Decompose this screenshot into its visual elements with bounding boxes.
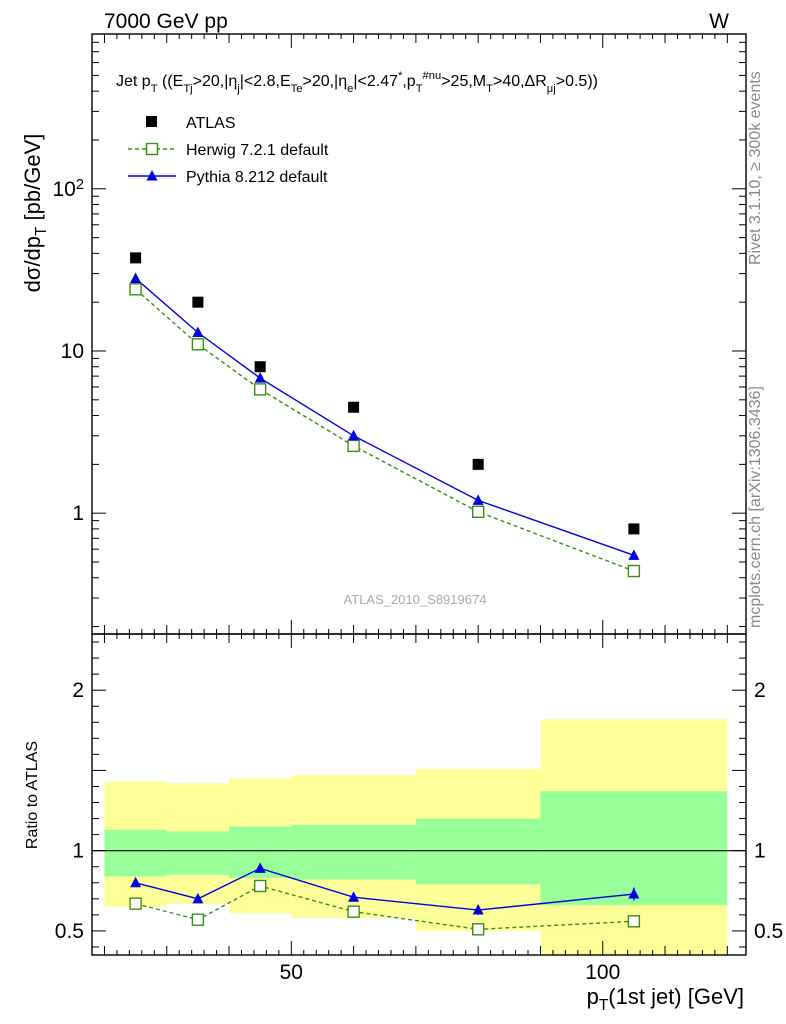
x-tick-label: 100 <box>585 961 620 984</box>
ratio-herwig-point <box>191 913 205 926</box>
herwig-point <box>191 338 205 351</box>
y-tick-label: 1 <box>72 502 84 525</box>
ratio-inner-band <box>415 818 541 885</box>
legend-herwig-label: Herwig 7.2.1 default <box>186 142 329 159</box>
atlas-point <box>348 401 360 413</box>
ratio-herwig-point <box>253 879 267 893</box>
ratio-frame <box>91 633 747 956</box>
atlas-point <box>254 361 266 373</box>
herwig-point <box>129 283 142 296</box>
plot-title: Jet pT ((ETj>20,|ηj|<2.8,ETe>20,|ηe|<2.4… <box>116 70 598 95</box>
atlas-point <box>628 523 640 535</box>
pythia-point <box>192 326 204 338</box>
atlas-point <box>472 458 484 470</box>
ratio-herwig-point <box>129 897 142 910</box>
y-tick-label: 102 <box>52 177 84 201</box>
axis-labels: Jet pT ((ETj>20,|ηj|<2.8,ETe>20,|ηe|<2.4… <box>20 70 744 1014</box>
atlas-point <box>130 252 142 264</box>
atlas-point <box>192 296 204 308</box>
x-axis-label: pT(1st jet) [GeV] <box>587 984 744 1014</box>
header-left: 7000 GeV pp <box>104 10 228 33</box>
herwig-point <box>347 439 360 453</box>
y-tick-label: 10 <box>61 340 84 363</box>
pythia-point <box>348 429 360 441</box>
ratio-herwig-line <box>135 885 634 931</box>
main-ylabel-group: dσ/dpT [pb/GeV] <box>20 134 50 293</box>
rivet-label: Rivet 3.1.10, ≥ 300k events <box>747 71 764 265</box>
pythia-point <box>472 494 484 505</box>
ratio-y-tick-label: 1 <box>72 840 84 863</box>
legend: ATLAS Herwig 7.2.1 default Pythia 8.212 de… <box>128 115 329 186</box>
herwig-point <box>627 564 641 578</box>
ratio-inner-band <box>104 829 167 877</box>
ratio-pythia-point <box>348 891 360 902</box>
ratio-y-tick-label-right: 0.5 <box>754 920 783 943</box>
pythia-point <box>254 372 266 383</box>
ratio-inner-band <box>166 831 230 875</box>
main-ylabel: dσ/dpT [pb/GeV] <box>20 134 50 293</box>
ratio-herwig-point <box>347 905 360 918</box>
ratio-y-tick-label: 0.5 <box>55 920 84 943</box>
ratio-panel: 0.5 0.5 1 1 2 2 50 100 <box>55 633 783 984</box>
legend-atlas-label: ATLAS <box>186 115 236 132</box>
header-right: W <box>709 10 729 33</box>
ratio-pythia-line <box>135 867 634 911</box>
ratio-ylabel-group: Ratio to ATLAS <box>24 741 41 849</box>
legend-pythia-marker <box>146 170 158 181</box>
legend-atlas-marker <box>146 116 157 127</box>
ratio-ylabel: Ratio to ATLAS <box>24 741 41 849</box>
ratio-inner-band <box>540 791 728 906</box>
ratio-y-tick-label-right: 1 <box>754 840 766 863</box>
ratio-pythia-point <box>254 862 266 873</box>
ratio-inner-band <box>291 824 416 880</box>
x-tick-label: 50 <box>280 961 303 984</box>
analysis-watermark: ATLAS_2010_S8919674 <box>344 592 487 607</box>
ratio-y-tick-label: 2 <box>72 679 84 702</box>
herwig-point <box>471 505 485 519</box>
pythia-point <box>628 549 640 560</box>
legend-herwig-marker <box>145 142 159 156</box>
ratio-herwig-point <box>471 923 485 936</box>
ratio-pythia-point <box>472 904 484 915</box>
herwig-point <box>253 383 267 396</box>
ratio-pythia-point <box>192 892 204 904</box>
ratio-y-tick-label-right: 2 <box>754 679 766 702</box>
ratio-pythia-point <box>628 888 640 899</box>
herwig-line <box>135 288 635 572</box>
mcplots-label: mcplots.cern.ch [arXiv:1306.3436] <box>747 386 764 628</box>
pythia-line <box>135 277 635 556</box>
ratio-herwig-point <box>627 915 641 928</box>
legend-pythia-label: Pythia 8.212 default <box>186 169 328 186</box>
ratio-pythia-point <box>130 876 142 888</box>
pythia-point <box>130 272 142 283</box>
